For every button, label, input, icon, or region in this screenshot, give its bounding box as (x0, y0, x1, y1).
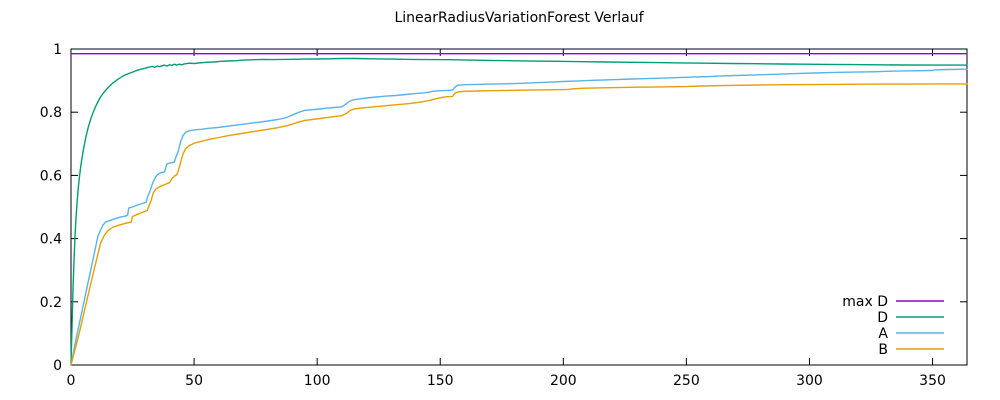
x-tick-label: 150 (427, 373, 454, 389)
tick-labels-group: 0 50 100 150 200 250 300 350 0 0.2 0.4 0.6 0.8 1 (40, 42, 946, 389)
y-tick-label: 1 (53, 42, 62, 58)
x-tick-label: 100 (304, 373, 331, 389)
legend-label: max D (842, 294, 888, 310)
series-lines-group (70, 53, 968, 366)
tick-marks-group (70, 48, 967, 366)
plot-border (70, 48, 968, 366)
legend-label: A (878, 326, 888, 342)
legend-label: B (878, 342, 888, 358)
y-tick-label: 0.4 (40, 232, 62, 248)
plot-border-group (70, 48, 968, 366)
y-tick-label: 0 (53, 358, 62, 374)
x-tick-label: 0 (67, 373, 76, 389)
x-tick-label: 350 (919, 373, 946, 389)
x-tick-label: 250 (673, 373, 700, 389)
x-tick-label: 200 (550, 373, 577, 389)
chart-title: LinearRadiusVariationForest Verlauf (394, 10, 644, 26)
legend-label: D (877, 310, 888, 326)
series-line-A (70, 68, 968, 366)
y-tick-label: 0.6 (40, 168, 62, 184)
y-tick-label: 0.8 (40, 105, 62, 121)
series-line-B (70, 83, 968, 366)
y-tick-label: 0.2 (40, 295, 62, 311)
x-tick-label: 300 (796, 373, 823, 389)
x-tick-label: 50 (185, 373, 203, 389)
series-line-D (70, 57, 968, 366)
